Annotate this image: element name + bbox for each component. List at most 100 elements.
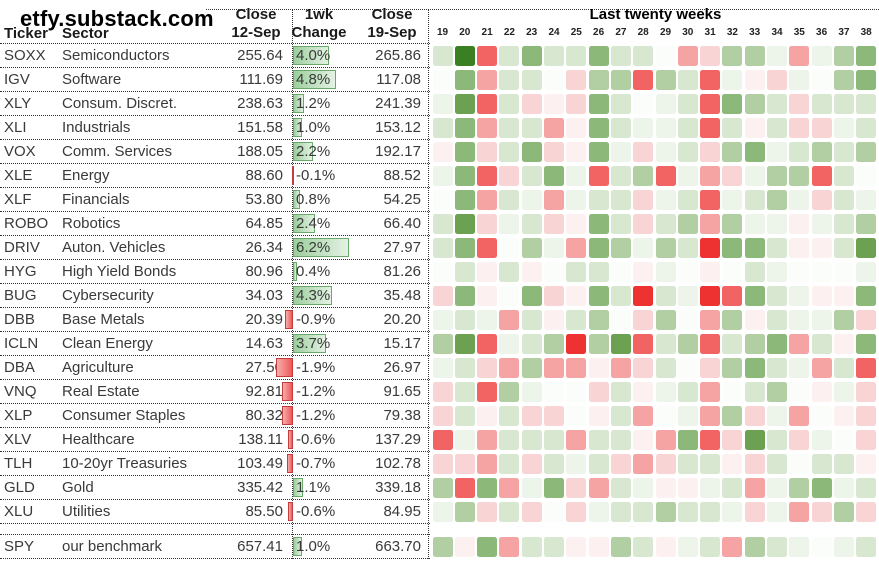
ticker-cell: XLV <box>4 431 32 448</box>
heat-cell-week-21 <box>477 238 497 258</box>
sector-cell: Agriculture <box>62 359 134 376</box>
heat-cell-week-28 <box>633 214 653 234</box>
heat-cell-week-21 <box>477 310 497 330</box>
heat-cell-week-34 <box>767 166 787 186</box>
close-12sep-cell: 26.34 <box>245 239 283 256</box>
heat-cell-week-35 <box>789 70 809 90</box>
heat-cell-week-22 <box>499 214 519 234</box>
close-12sep-cell: 14.63 <box>245 335 283 352</box>
change-bar <box>293 334 326 353</box>
heat-cell-week-32 <box>722 406 742 426</box>
sector-cell: Comm. Services <box>62 143 173 160</box>
heat-cell-week-30 <box>678 70 698 90</box>
heat-cell-week-25 <box>566 502 586 522</box>
change-percent-cell: -0.6% <box>296 431 336 448</box>
sector-cell: Software <box>62 71 122 88</box>
ticker-cell: ROBO <box>4 215 49 232</box>
close-19sep-cell: 27.97 <box>383 239 421 256</box>
change-bar <box>285 310 293 329</box>
heat-cell-week-31 <box>700 334 720 354</box>
heat-cell-week-36 <box>812 478 832 498</box>
heat-cell-week-36 <box>812 382 832 402</box>
heat-cell-week-20 <box>455 118 475 138</box>
heat-cell-week-31 <box>700 454 720 474</box>
heat-cell-week-25 <box>566 406 586 426</box>
change-percent-cell: 4.0% <box>296 47 331 64</box>
heat-cell-week-29 <box>656 358 676 378</box>
heat-cell-week-19 <box>433 166 453 186</box>
change-percent-cell: 4.8% <box>296 71 331 88</box>
week-label: 34 <box>771 27 783 38</box>
heat-cell-week-20 <box>455 406 475 426</box>
heat-cell-week-25 <box>566 46 586 66</box>
heat-cell-week-26 <box>589 70 609 90</box>
heat-cell-week-33 <box>745 46 765 66</box>
heat-cell-week-28 <box>633 454 653 474</box>
heat-cell-week-28 <box>633 334 653 354</box>
heat-cell-week-34 <box>767 286 787 306</box>
sector-cell: Consumer Staples <box>62 407 186 424</box>
heat-cell-week-26 <box>589 286 609 306</box>
heat-cell-week-23 <box>522 502 542 522</box>
heat-cell-week-32 <box>722 94 742 114</box>
heat-cell-week-20 <box>455 478 475 498</box>
heat-cell-week-36 <box>812 334 832 354</box>
heat-cell-week-25 <box>566 262 586 282</box>
heat-cell-week-19 <box>433 382 453 402</box>
heat-cell-week-28 <box>633 118 653 138</box>
week-label: 25 <box>570 27 582 38</box>
heat-cell-week-27 <box>611 334 631 354</box>
heat-cell-week-38 <box>856 502 876 522</box>
change-bar <box>287 454 293 473</box>
change-percent-cell: -0.6% <box>296 503 336 520</box>
heat-cell-week-19 <box>433 262 453 282</box>
heat-cell-week-31 <box>700 358 720 378</box>
heat-cell-week-35 <box>789 310 809 330</box>
heat-cell-week-22 <box>499 382 519 402</box>
heat-cell-week-25 <box>566 214 586 234</box>
heat-cell-week-26 <box>589 142 609 162</box>
heat-cell-week-27 <box>611 262 631 282</box>
close-12sep-cell: 64.85 <box>245 215 283 232</box>
close-19sep-cell: 81.26 <box>383 263 421 280</box>
heat-cell-week-30 <box>678 358 698 378</box>
heat-cell-week-27 <box>611 286 631 306</box>
heat-cell-week-28 <box>633 94 653 114</box>
heat-cell-week-22 <box>499 334 519 354</box>
heat-cell-week-38 <box>856 382 876 402</box>
close-19sep-cell: 91.65 <box>383 383 421 400</box>
heat-cell-week-20 <box>455 190 475 210</box>
heat-cell-week-36 <box>812 142 832 162</box>
heat-cell-week-34 <box>767 310 787 330</box>
week-label: 35 <box>793 27 805 38</box>
heat-cell-week-28 <box>633 166 653 186</box>
heat-cell-week-24 <box>544 238 564 258</box>
heat-cell-week-27 <box>611 406 631 426</box>
week-label: 26 <box>593 27 605 38</box>
close-19sep-cell: 339.18 <box>375 479 421 496</box>
table-heatmap-divider <box>428 9 429 559</box>
heat-cell-week-35 <box>789 430 809 450</box>
heat-cell-week-20 <box>455 142 475 162</box>
heat-cell-week-31 <box>700 118 720 138</box>
heat-cell-week-25 <box>566 142 586 162</box>
ticker-cell: XLE <box>4 167 33 184</box>
heat-cell-week-33 <box>745 478 765 498</box>
heat-cell-week-30 <box>678 142 698 162</box>
table-row: VNQ Real Estate 92.81 -1.2% 91.65 <box>0 380 430 404</box>
heatmap-title: Last twenty weeks <box>589 6 722 23</box>
table-row: XLE Energy 88.60 -0.1% 88.52 <box>0 164 430 188</box>
heat-cell-week-38 <box>856 142 876 162</box>
heat-cell-week-35 <box>789 94 809 114</box>
change-bar <box>293 94 304 113</box>
heat-cell-week-31 <box>700 166 720 186</box>
page-title: etfy.substack.com <box>20 6 214 31</box>
heat-cell-week-24 <box>544 94 564 114</box>
ticker-cell: XLF <box>4 191 32 208</box>
heat-cell-week-32 <box>722 502 742 522</box>
heat-cell-week-30 <box>678 118 698 138</box>
heat-cell-week-33 <box>745 334 765 354</box>
heat-cell-week-25 <box>566 310 586 330</box>
close-12sep-cell: 53.80 <box>245 191 283 208</box>
heat-cell-week-38 <box>856 190 876 210</box>
